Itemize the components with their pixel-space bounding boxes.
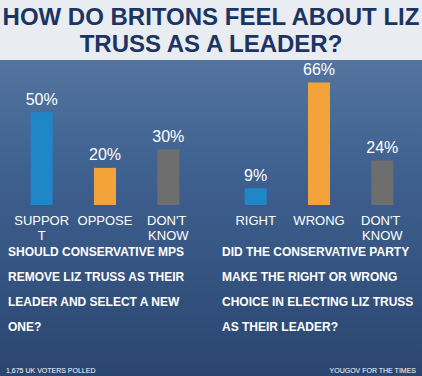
svg-text:66%: 66% [303,61,335,78]
svg-text:30%: 30% [152,128,184,145]
svg-text:T: T [38,228,46,243]
svg-text:DON'T: DON'T [147,213,190,228]
html-text:SHOULD CONSERVATIVE MPS REMOVE: SHOULD CONSERVATIVE MPS REMOVE LIZ TRUSS… [8,245,185,334]
html-text:DID THE CONSERVATIVE PARTY MAK: DID THE CONSERVATIVE PARTY MAKE THE RIGH… [222,245,414,334]
svg-text:24%: 24% [366,139,398,156]
html-text:YOUGOV FOR THE TIMES: YOUGOV FOR THE TIMES [329,367,416,374]
html-text:HOW DO BRITONS FEEL ABOUT LIZ: HOW DO BRITONS FEEL ABOUT LIZ TRUSS AS A… [2,3,420,57]
svg-text:50%: 50% [26,91,58,108]
svg-text:KNOW: KNOW [362,228,403,243]
html-text:1,675 UK VOTERS POLLED: 1,675 UK VOTERS POLLED [6,367,96,374]
svg-text:RIGHT: RIGHT [235,213,275,228]
svg-text:WRONG: WRONG [293,213,344,228]
svg-text:SUPPOR: SUPPOR [14,213,69,228]
svg-text:DON'T: DON'T [361,213,404,228]
svg-text:9%: 9% [244,167,267,184]
svg-text:KNOW: KNOW [148,228,189,243]
svg-text:20%: 20% [89,146,121,163]
svg-text:OPPOSE: OPPOSE [78,213,133,228]
